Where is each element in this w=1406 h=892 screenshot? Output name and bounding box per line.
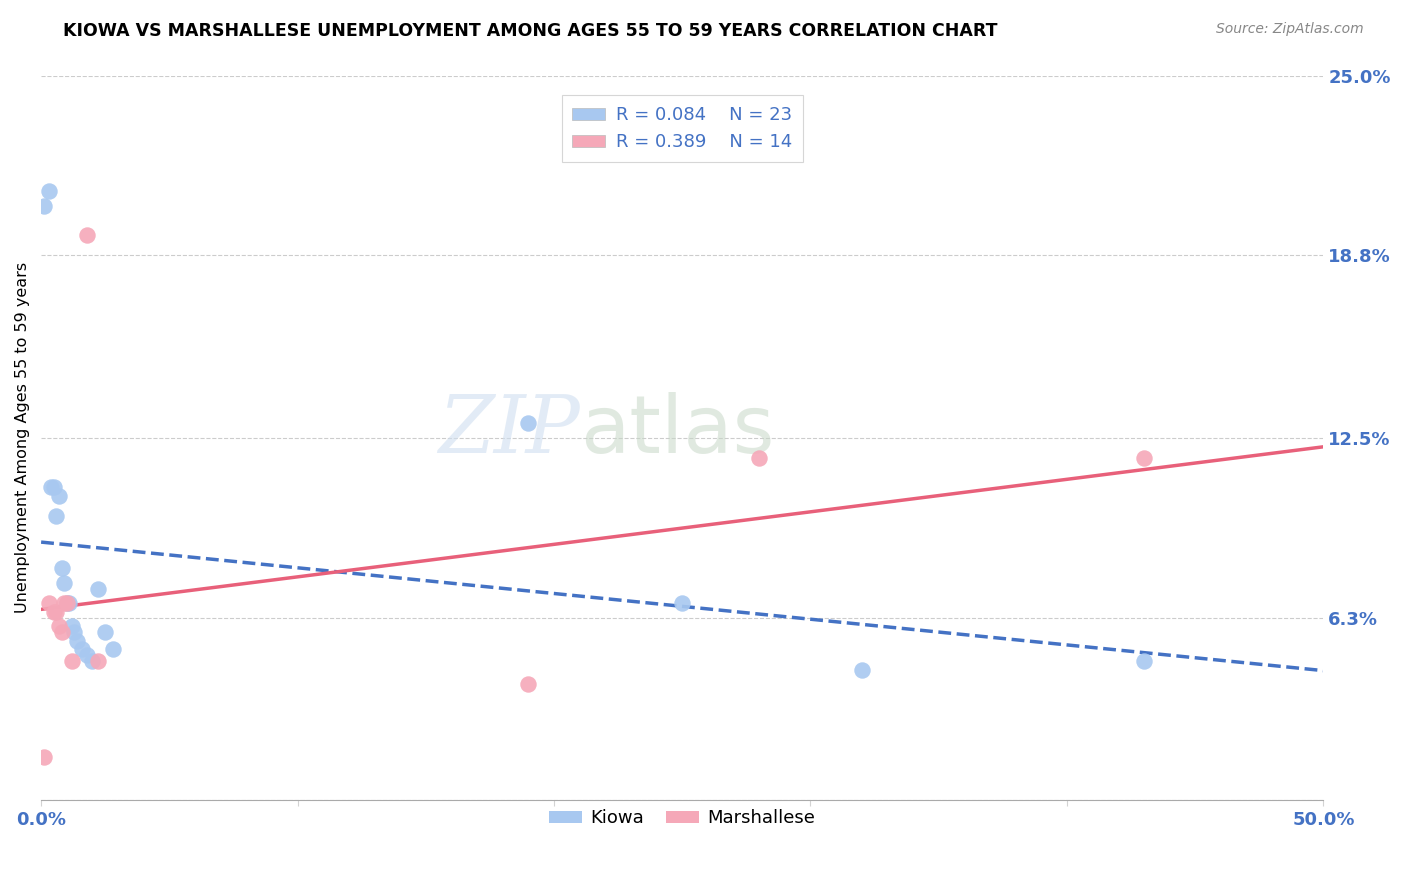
Y-axis label: Unemployment Among Ages 55 to 59 years: Unemployment Among Ages 55 to 59 years: [15, 262, 30, 614]
Legend: Kiowa, Marshallese: Kiowa, Marshallese: [541, 802, 823, 835]
Point: [517, 417, 540, 431]
Point: [51, 561, 73, 575]
Point: [45, 605, 67, 619]
Point: [86, 582, 108, 596]
Text: Source: ZipAtlas.com: Source: ZipAtlas.com: [1216, 22, 1364, 37]
Point: [48, 489, 70, 503]
Point: [76, 648, 98, 663]
Text: ZIP: ZIP: [437, 392, 579, 469]
Point: [55, 596, 77, 610]
Point: [66, 633, 89, 648]
Point: [45, 509, 67, 524]
Point: [51, 625, 73, 640]
Point: [42, 480, 65, 494]
Point: [41, 480, 63, 494]
Point: [32, 749, 55, 764]
Point: [517, 677, 540, 691]
Point: [82, 654, 104, 668]
Point: [101, 642, 124, 657]
Point: [748, 451, 770, 466]
Point: [38, 185, 60, 199]
Point: [94, 625, 117, 640]
Point: [851, 663, 873, 677]
Point: [63, 625, 86, 640]
Point: [70, 642, 93, 657]
Point: [32, 199, 55, 213]
Point: [53, 596, 76, 610]
Point: [671, 596, 693, 610]
Point: [76, 227, 98, 242]
Text: atlas: atlas: [579, 392, 775, 469]
Point: [58, 596, 80, 610]
Point: [1133, 451, 1156, 466]
Point: [55, 596, 77, 610]
Point: [53, 575, 76, 590]
Point: [48, 619, 70, 633]
Point: [86, 654, 108, 668]
Point: [42, 605, 65, 619]
Point: [38, 596, 60, 610]
Point: [60, 654, 83, 668]
Point: [60, 619, 83, 633]
Point: [1133, 654, 1156, 668]
Text: KIOWA VS MARSHALLESE UNEMPLOYMENT AMONG AGES 55 TO 59 YEARS CORRELATION CHART: KIOWA VS MARSHALLESE UNEMPLOYMENT AMONG …: [63, 22, 998, 40]
